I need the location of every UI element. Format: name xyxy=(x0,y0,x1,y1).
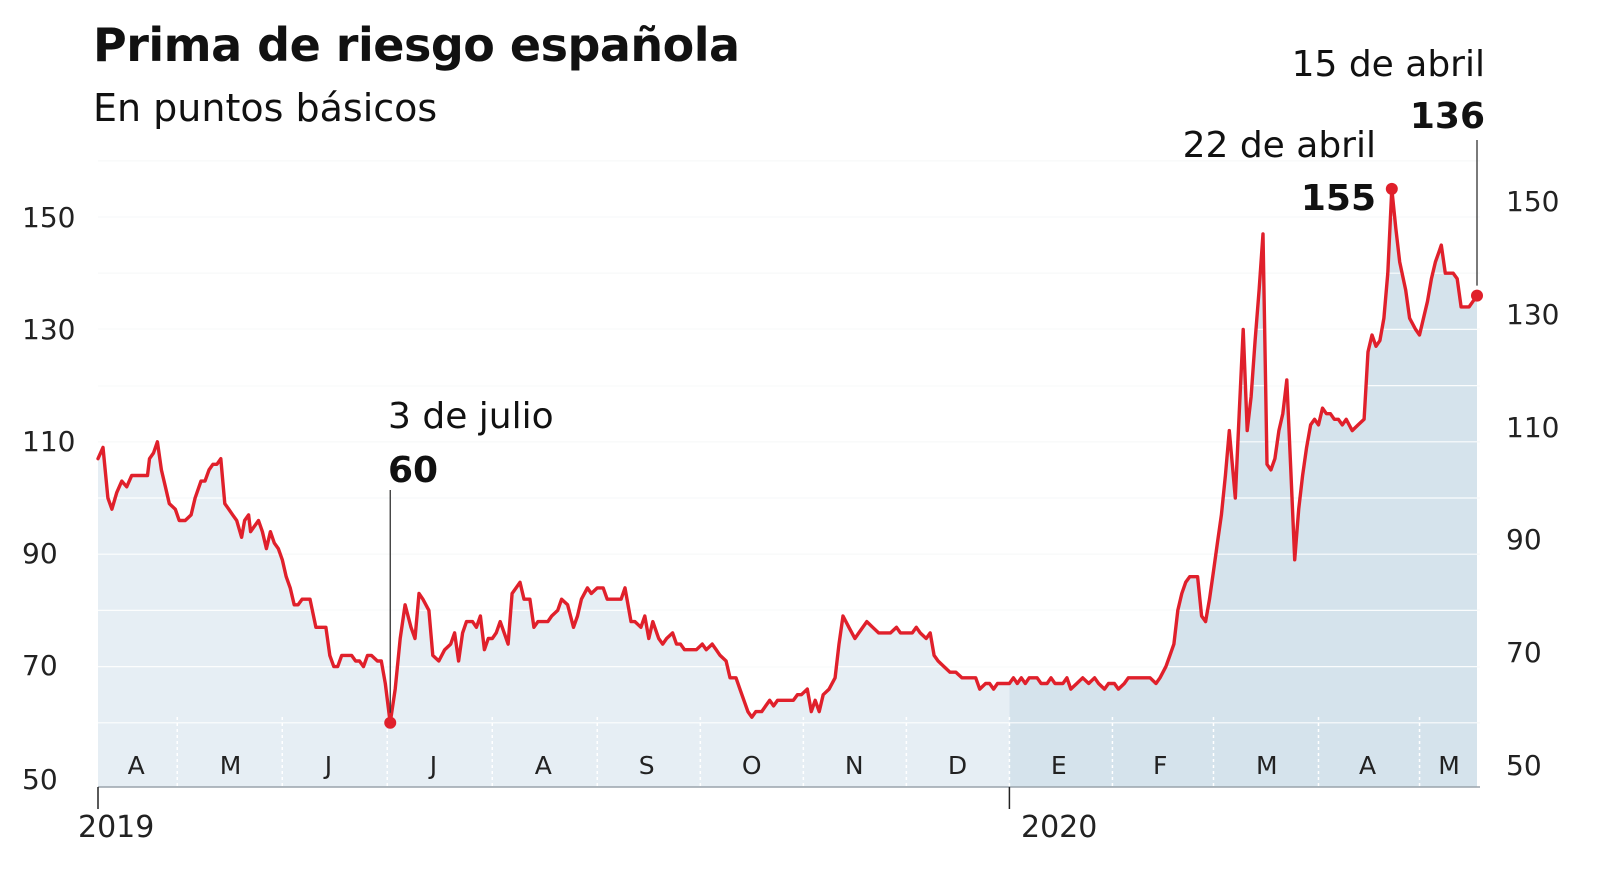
month-label: M xyxy=(220,751,242,780)
y-tick-label-right: 50 xyxy=(1506,749,1542,782)
y-tick-label-left: 70 xyxy=(22,649,58,682)
annotation-date: 15 de abril xyxy=(1292,44,1485,85)
year-label: 2019 xyxy=(78,810,154,845)
month-label: O xyxy=(742,751,762,780)
month-label: F xyxy=(1153,751,1167,780)
month-label: M xyxy=(1438,751,1460,780)
y-tick-label-right: 70 xyxy=(1506,636,1542,669)
area-fill xyxy=(98,160,1480,787)
annotation-date: 22 de abril xyxy=(1183,125,1376,166)
series-line-path xyxy=(96,187,1479,725)
axes: 50 50 70 70 90 90 110 110 130 130 150 150 A M J J A S O N D E… xyxy=(22,185,1559,845)
y-tick-label-right: 150 xyxy=(1506,185,1559,218)
y-tick-label-right: 110 xyxy=(1506,411,1559,444)
annotation-value: 60 xyxy=(388,450,438,491)
y-tick-label-left: 130 xyxy=(22,313,75,346)
month-label: A xyxy=(128,751,145,780)
annotation-value: 136 xyxy=(1410,96,1485,137)
chart-subtitle: En puntos básicos xyxy=(93,86,438,130)
month-label: S xyxy=(639,751,655,780)
month-label: N xyxy=(845,751,864,780)
annotation-marker xyxy=(1385,182,1398,195)
y-tick-label-left: 110 xyxy=(22,425,75,458)
y-tick-label-left: 150 xyxy=(22,201,75,234)
chart-title: Prima de riesgo española xyxy=(93,18,740,72)
annotation-value: 155 xyxy=(1301,178,1376,219)
annotation-marker xyxy=(384,716,397,729)
year-label: 2020 xyxy=(1021,810,1097,845)
y-tick-label-right: 130 xyxy=(1506,298,1559,331)
month-label: A xyxy=(535,751,552,780)
annotation-date: 3 de julio xyxy=(388,396,554,437)
y-tick-label-left: 90 xyxy=(22,537,58,570)
month-label: E xyxy=(1051,751,1067,780)
area-fill-2020 xyxy=(1009,188,1477,787)
month-label: J xyxy=(323,751,332,780)
y-tick-label-left: 50 xyxy=(22,763,58,796)
annotations: 3 de julio 60 22 de abril 155 15 de abril 136 xyxy=(384,44,1485,729)
annotation-marker xyxy=(1471,289,1483,302)
month-label: A xyxy=(1359,751,1376,780)
series-line xyxy=(96,187,1479,725)
y-tick-label-right: 90 xyxy=(1506,523,1542,556)
month-label: J xyxy=(428,751,437,780)
month-label: D xyxy=(948,751,967,780)
month-label: M xyxy=(1256,751,1278,780)
